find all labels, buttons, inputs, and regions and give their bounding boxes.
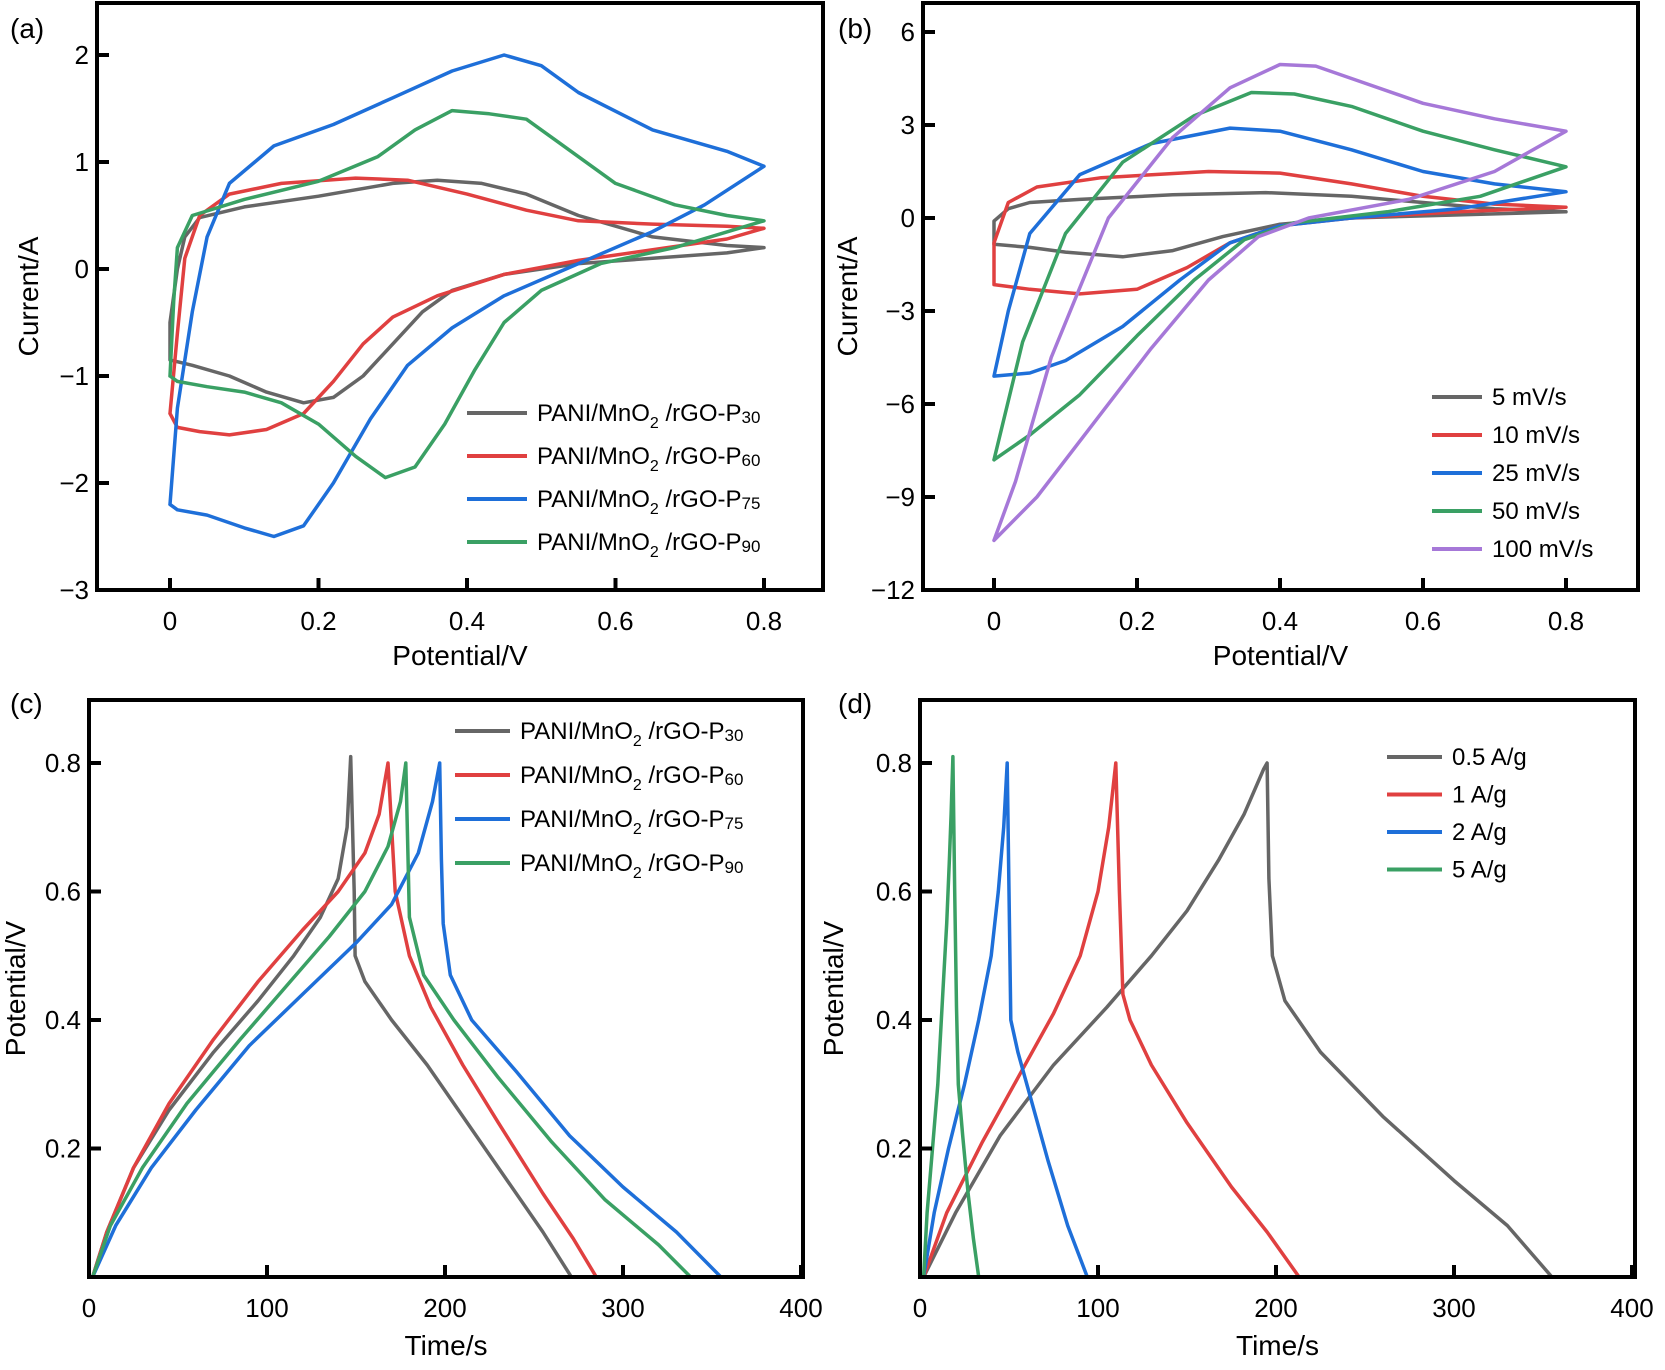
series-line-a-3 xyxy=(168,108,766,480)
y-tick-label: −3 xyxy=(885,296,915,326)
x-tick-label: 400 xyxy=(779,1293,822,1323)
legend-entry-label: PANI/MnO2 /rGO-P30 xyxy=(520,718,743,750)
series-line-d-1 xyxy=(921,761,1301,1277)
legend-entry-label: PANI/MnO2 /rGO-P60 xyxy=(520,762,743,794)
panel-label: (d) xyxy=(838,688,872,719)
x-tick-label: 0.4 xyxy=(449,606,485,636)
plot-frame xyxy=(95,1,825,592)
x-axis-title: Time/s xyxy=(405,1330,488,1361)
x-tick-label: 0.8 xyxy=(746,606,782,636)
legend-entry-label: 5 mV/s xyxy=(1492,384,1567,411)
legend-entry-label: 10 mV/s xyxy=(1492,422,1580,449)
legend: PANI/MnO2 /rGO-P30 PANI/MnO2 /rGO-P60 PANI… xyxy=(467,400,760,561)
x-tick-label: 0.4 xyxy=(1262,606,1298,636)
x-axis-title: Potential/V xyxy=(1213,640,1349,671)
series-line-c-3 xyxy=(90,761,693,1277)
y-tick-label: −6 xyxy=(885,389,915,419)
series-line-a-2 xyxy=(168,53,766,539)
series-line-c-1 xyxy=(90,761,599,1277)
series-line-b-1 xyxy=(992,169,1568,296)
x-tick-label: 100 xyxy=(245,1293,288,1323)
y-tick-label: 3 xyxy=(901,110,915,140)
y-tick-label: −3 xyxy=(59,575,89,605)
x-tick-label: 0.2 xyxy=(1119,606,1155,636)
series-line-b-2 xyxy=(992,126,1568,378)
legend: PANI/MnO2 /rGO-P30 PANI/MnO2 /rGO-P60 PANI… xyxy=(455,718,743,882)
x-tick-label: 0.6 xyxy=(1405,606,1441,636)
x-tick-label: 0.6 xyxy=(597,606,633,636)
x-tick-label: 0.8 xyxy=(1548,606,1584,636)
x-tick-label: 400 xyxy=(1610,1293,1653,1323)
series-line-b-4 xyxy=(992,62,1568,543)
x-axis-title: Potential/V xyxy=(392,640,528,671)
y-tick-label: −2 xyxy=(59,468,89,498)
series-line-a-0 xyxy=(168,178,766,405)
y-tick-label: 0.6 xyxy=(876,877,912,907)
x-tick-label: 300 xyxy=(1432,1293,1475,1323)
legend-entry-label: PANI/MnO2 /rGO-P75 xyxy=(520,806,743,838)
x-tick-label: 100 xyxy=(1076,1293,1119,1323)
y-tick-label: 0.2 xyxy=(876,1134,912,1164)
legend-entry-label: PANI/MnO2 /rGO-P30 xyxy=(537,400,760,432)
y-axis-title: Potential/V xyxy=(818,920,849,1056)
panel-label: (a) xyxy=(10,13,44,44)
series-line-d-0 xyxy=(921,761,1554,1277)
panel-d: 0 100 200 300 400 0.2 0.4 0.6 0.8 Time/s Potential… xyxy=(818,688,1654,1361)
legend-entry-label: 2 A/g xyxy=(1452,819,1507,846)
legend-entry-label: 5 A/g xyxy=(1452,857,1507,884)
y-tick-label: 0 xyxy=(75,254,89,284)
legend-entry-label: PANI/MnO2 /rGO-P90 xyxy=(520,850,743,882)
y-tick-label: 0.2 xyxy=(45,1134,81,1164)
series-line-b-3 xyxy=(992,90,1568,462)
x-tick-label: 300 xyxy=(601,1293,644,1323)
legend-entry-label: PANI/MnO2 /rGO-P75 xyxy=(537,486,760,518)
plot-frame xyxy=(918,698,1637,1279)
y-tick-label: 1 xyxy=(75,147,89,177)
y-tick-label: 6 xyxy=(901,17,915,47)
x-tick-label: 0 xyxy=(163,606,177,636)
panel-b: 0 0.2 0.4 0.6 0.8 −12 −9 −6 −3 0 3 6 Potential/V Curr… xyxy=(832,1,1640,671)
x-tick-label: 0 xyxy=(913,1293,927,1323)
legend-entry-label: 100 mV/s xyxy=(1492,536,1593,563)
x-tick-label: 200 xyxy=(1254,1293,1297,1323)
legend-entry-label: 50 mV/s xyxy=(1492,498,1580,525)
legend: 0.5 A/g 1 A/g 2 A/g 5 A/g xyxy=(1387,744,1527,884)
series-line-d-3 xyxy=(921,754,981,1277)
legend: 5 mV/s 10 mV/s 25 mV/s 50 mV/s 100 mV/s xyxy=(1432,384,1593,563)
x-tick-label: 200 xyxy=(423,1293,466,1323)
y-axis-title: Current/A xyxy=(832,236,863,356)
series-line-c-0 xyxy=(90,754,574,1277)
panel-c: 0 100 200 300 400 0.2 0.4 0.6 0.8 Time/s Potential… xyxy=(0,688,823,1361)
legend-entry-label: 1 A/g xyxy=(1452,782,1507,809)
y-tick-label: −9 xyxy=(885,482,915,512)
y-tick-label: 0.4 xyxy=(876,1005,912,1035)
y-tick-label: 2 xyxy=(75,40,89,70)
y-axis-title: Current/A xyxy=(13,236,44,356)
series-line-a-1 xyxy=(168,176,766,437)
panel-label: (b) xyxy=(838,13,872,44)
panel-label: (c) xyxy=(10,688,43,719)
y-tick-label: 0.6 xyxy=(45,877,81,907)
legend-entry-label: 0.5 A/g xyxy=(1452,744,1527,771)
x-tick-label: 0.2 xyxy=(300,606,336,636)
series-line-c-2 xyxy=(90,761,723,1277)
x-tick-label: 0 xyxy=(987,606,1001,636)
y-tick-label: 0 xyxy=(901,203,915,233)
legend-entry-label: PANI/MnO2 /rGO-P90 xyxy=(537,529,760,561)
y-tick-label: 0.8 xyxy=(876,748,912,778)
y-tick-label: −1 xyxy=(59,361,89,391)
y-tick-label: 0.8 xyxy=(45,748,81,778)
x-axis-title: Time/s xyxy=(1236,1330,1319,1361)
panel-a: 0 0.2 0.4 0.6 0.8 −3 −2 −1 0 1 2 Potential/V Current… xyxy=(10,1,825,671)
series-line-d-2 xyxy=(921,761,1090,1277)
legend-entry-label: PANI/MnO2 /rGO-P60 xyxy=(537,443,760,475)
y-tick-label: 0.4 xyxy=(45,1005,81,1035)
y-tick-label: −12 xyxy=(871,575,915,605)
x-tick-label: 0 xyxy=(82,1293,96,1323)
y-axis-title: Potential/V xyxy=(0,920,31,1056)
legend-entry-label: 25 mV/s xyxy=(1492,460,1580,487)
